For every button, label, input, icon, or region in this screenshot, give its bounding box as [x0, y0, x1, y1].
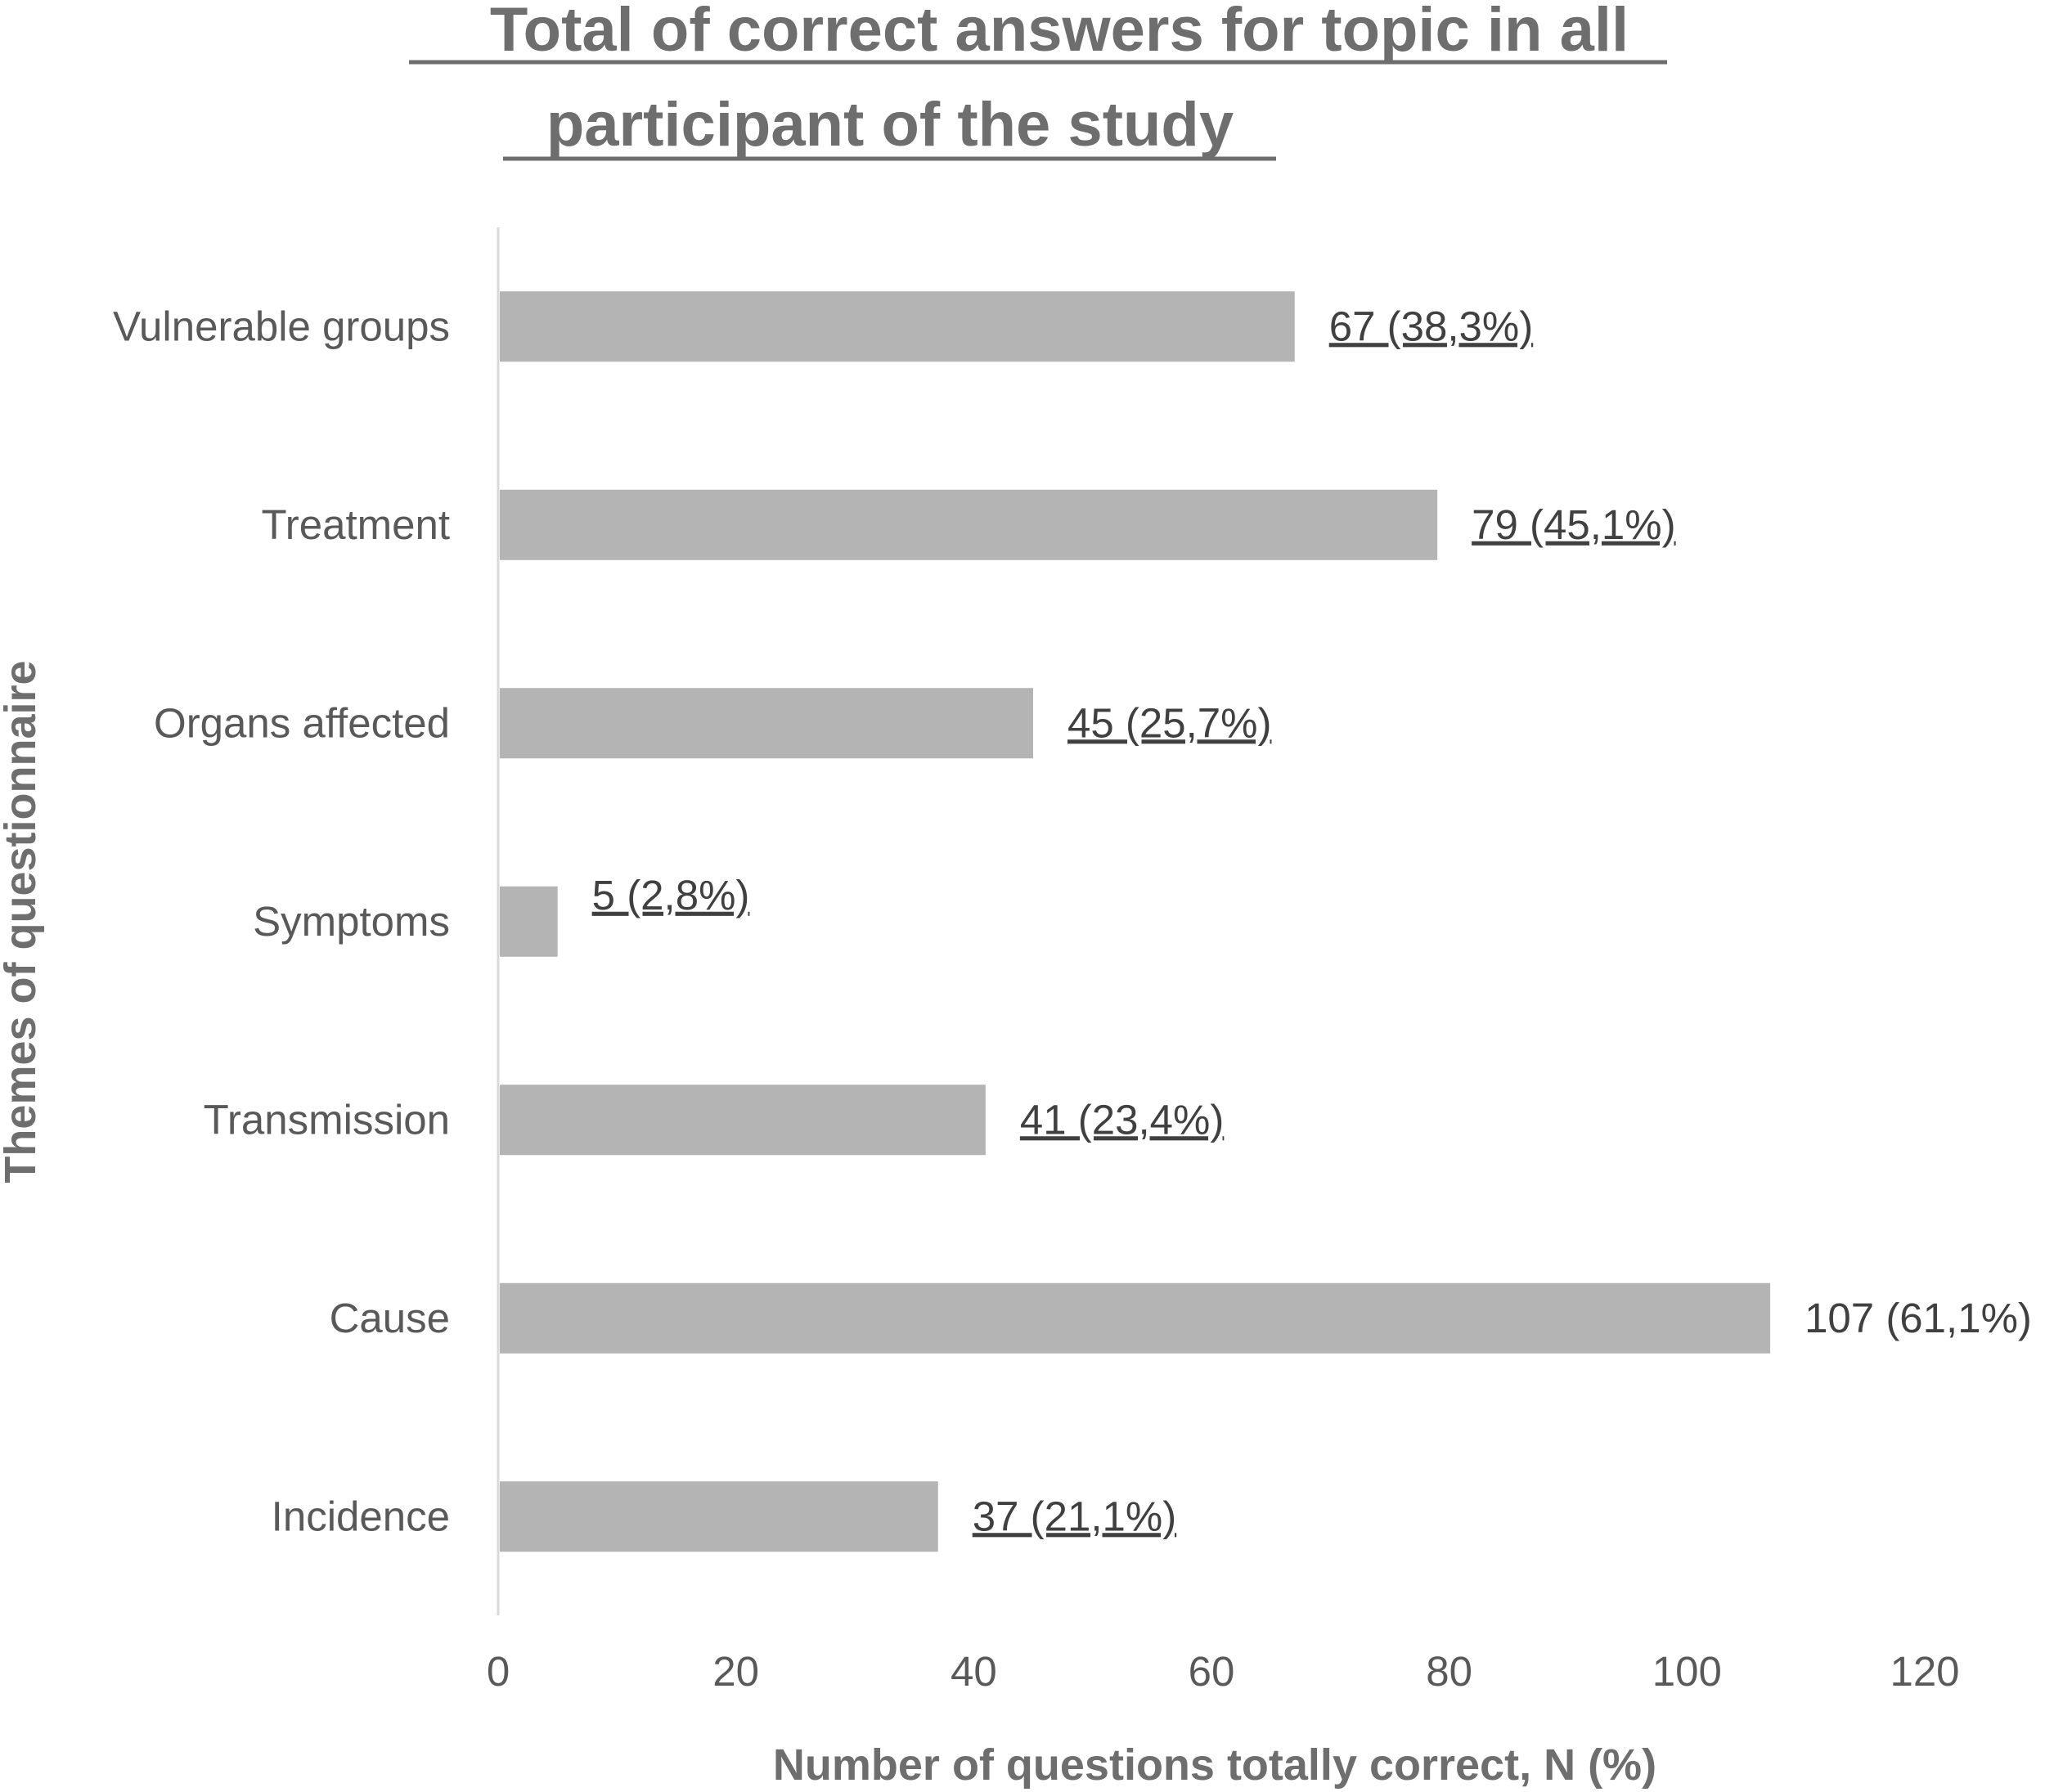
x-tick-labels-group: 0 20 40 60 80 100 120 [487, 1648, 1960, 1695]
y-tick-label: Treatment [261, 501, 450, 548]
x-tick-label: 120 [1890, 1648, 1959, 1695]
data-label: 41 (23,4%) [1020, 1096, 1224, 1143]
x-axis-title: Number of questions totally correct, N (… [773, 1740, 1656, 1790]
data-label: 37 (21,1%) [973, 1493, 1176, 1539]
data-label: 45 (25,7%) [1067, 699, 1271, 746]
y-tick-label: Vulnerable groups [113, 303, 450, 349]
bar-transmission [500, 1085, 986, 1156]
chart-title-line-2: participant of the study [546, 90, 1234, 159]
y-tick-label: Organs affected [154, 699, 450, 746]
bar-cause [500, 1282, 1771, 1354]
data-label: 5 (2,8%) [592, 872, 750, 918]
x-tick-label: 80 [1426, 1648, 1472, 1695]
x-tick-label: 40 [951, 1648, 997, 1695]
chart-title: Total of correct answers for topic in al… [409, 0, 1667, 161]
data-labels-group: 67 (38,3%) 79 (45,1%) 45 (25,7%) 5 (2,8%) 41… [592, 303, 2032, 1539]
bar-organs-affected [500, 688, 1033, 759]
y-tick-label: Incidence [272, 1493, 450, 1539]
y-tick-label: Cause [330, 1295, 450, 1341]
data-label: 107 (61,1%) [1805, 1295, 2032, 1341]
chart-title-line-1: Total of correct answers for topic in al… [490, 0, 1629, 65]
bar-symptoms [500, 886, 558, 957]
x-tick-label: 20 [712, 1648, 759, 1695]
bar-incidence [500, 1481, 938, 1552]
y-tick-label: Symptoms [253, 898, 450, 945]
x-tick-label: 0 [487, 1648, 510, 1695]
x-tick-label: 60 [1189, 1648, 1235, 1695]
bar-treatment [500, 489, 1438, 560]
bars-group [500, 291, 1771, 1552]
data-label: 67 (38,3%) [1329, 303, 1533, 349]
y-tick-label: Transmission [204, 1096, 450, 1143]
y-tick-labels-group: Vulnerable groups Treatment Organs affecte… [113, 303, 450, 1539]
data-label: 79 (45,1%) [1472, 501, 1675, 548]
bar-vulnerable-groups [500, 291, 1295, 362]
x-tick-label: 100 [1652, 1648, 1722, 1695]
y-axis-title: Themes of questionnaire [0, 660, 45, 1183]
